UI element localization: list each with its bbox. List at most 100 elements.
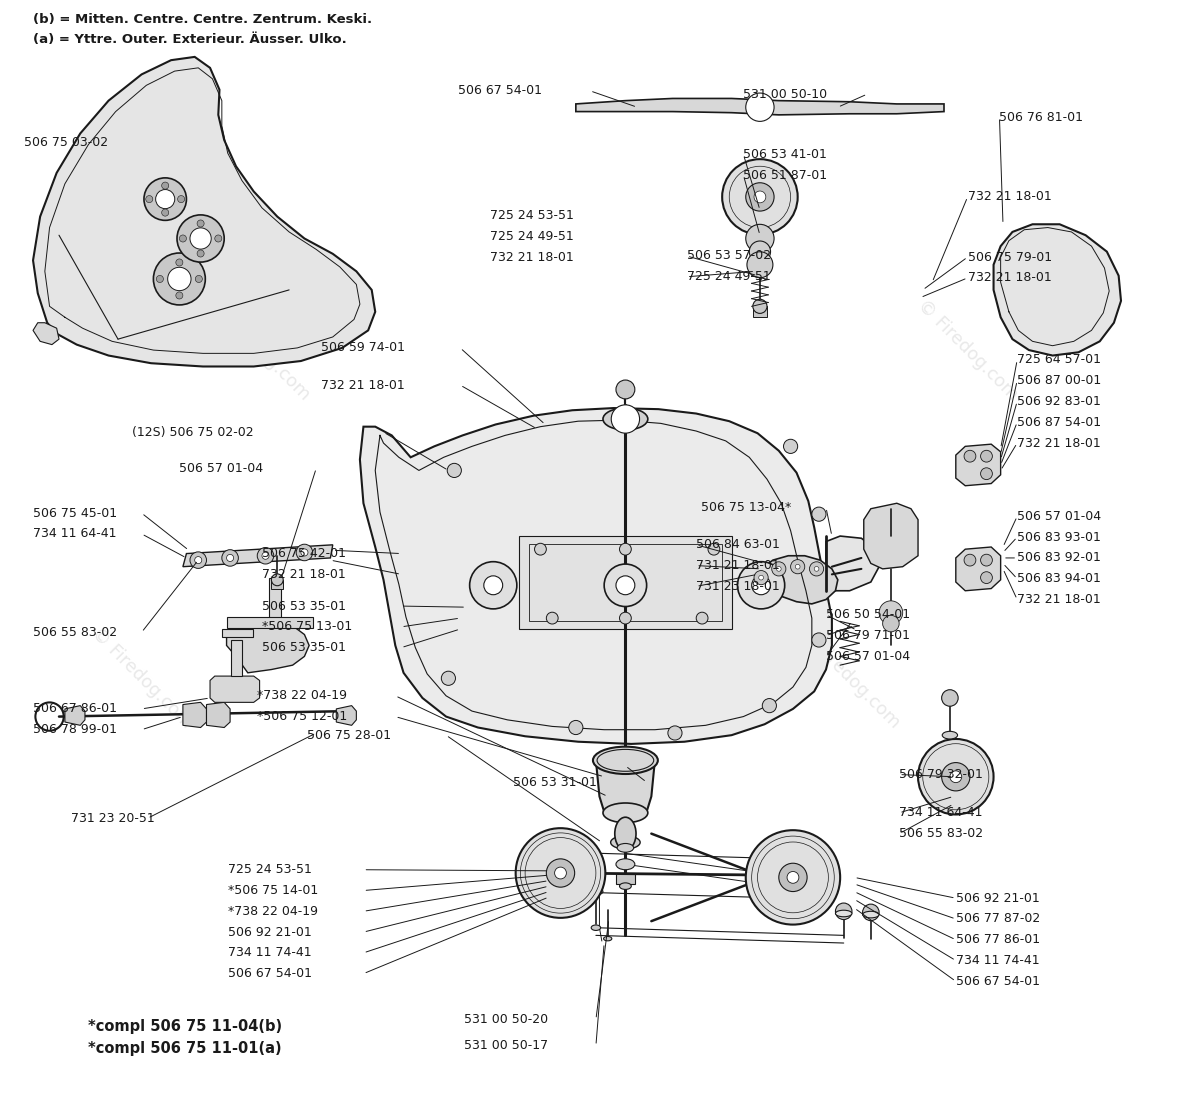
Text: *738 22 04-19: *738 22 04-19 bbox=[257, 689, 347, 702]
Text: 732 21 18-01: 732 21 18-01 bbox=[968, 190, 1051, 203]
Text: 506 83 94-01: 506 83 94-01 bbox=[1017, 572, 1101, 585]
Ellipse shape bbox=[620, 883, 631, 889]
Circle shape bbox=[190, 228, 211, 249]
Circle shape bbox=[753, 300, 767, 313]
Polygon shape bbox=[33, 323, 59, 345]
Ellipse shape bbox=[589, 888, 603, 895]
Polygon shape bbox=[222, 629, 253, 637]
Text: 506 67 86-01: 506 67 86-01 bbox=[33, 702, 117, 715]
Circle shape bbox=[746, 224, 774, 253]
Circle shape bbox=[746, 183, 774, 211]
Circle shape bbox=[942, 763, 970, 791]
Circle shape bbox=[535, 544, 546, 555]
Ellipse shape bbox=[604, 936, 612, 941]
Text: 506 92 83-01: 506 92 83-01 bbox=[1017, 395, 1101, 408]
Text: *506 75 12-01: *506 75 12-01 bbox=[257, 710, 347, 723]
Circle shape bbox=[177, 214, 224, 263]
Text: 506 53 57-02: 506 53 57-02 bbox=[687, 249, 771, 263]
Circle shape bbox=[271, 574, 283, 585]
Circle shape bbox=[604, 565, 647, 606]
Polygon shape bbox=[956, 444, 1001, 486]
Text: 732 21 18-01: 732 21 18-01 bbox=[968, 271, 1051, 284]
Text: 506 87 54-01: 506 87 54-01 bbox=[1017, 416, 1101, 429]
Text: 506 77 86-01: 506 77 86-01 bbox=[956, 933, 1040, 946]
Circle shape bbox=[555, 868, 566, 878]
Text: 734 11 64-41: 734 11 64-41 bbox=[899, 806, 983, 819]
Circle shape bbox=[776, 567, 781, 571]
Circle shape bbox=[784, 440, 798, 453]
Polygon shape bbox=[227, 621, 309, 673]
Text: 506 92 21-01: 506 92 21-01 bbox=[228, 926, 312, 939]
Circle shape bbox=[195, 276, 203, 282]
Circle shape bbox=[722, 159, 798, 235]
Text: (12S) 506 75 02-02: (12S) 506 75 02-02 bbox=[132, 426, 254, 439]
Circle shape bbox=[257, 547, 274, 565]
Circle shape bbox=[227, 555, 234, 561]
Circle shape bbox=[964, 555, 976, 566]
Circle shape bbox=[752, 575, 771, 595]
Circle shape bbox=[747, 252, 773, 278]
Polygon shape bbox=[33, 57, 375, 366]
Circle shape bbox=[301, 549, 308, 556]
Circle shape bbox=[178, 196, 184, 202]
Circle shape bbox=[883, 615, 899, 632]
Circle shape bbox=[791, 560, 805, 573]
Text: 732 21 18-01: 732 21 18-01 bbox=[1017, 593, 1101, 606]
Ellipse shape bbox=[835, 910, 852, 917]
Circle shape bbox=[222, 549, 238, 567]
Circle shape bbox=[156, 189, 175, 209]
Text: © Firedog.com: © Firedog.com bbox=[441, 439, 550, 546]
Circle shape bbox=[981, 451, 992, 462]
Polygon shape bbox=[269, 578, 281, 621]
Polygon shape bbox=[65, 706, 85, 725]
Text: *compl 506 75 11-01(a): *compl 506 75 11-01(a) bbox=[88, 1040, 282, 1056]
Text: 506 79 32-01: 506 79 32-01 bbox=[899, 768, 983, 781]
Text: 731 21 18-01: 731 21 18-01 bbox=[696, 559, 780, 572]
Circle shape bbox=[754, 571, 768, 584]
Text: *738 22 04-19: *738 22 04-19 bbox=[228, 905, 317, 918]
Circle shape bbox=[616, 575, 635, 595]
Circle shape bbox=[809, 562, 824, 575]
Text: 506 83 92-01: 506 83 92-01 bbox=[1017, 551, 1101, 565]
Circle shape bbox=[814, 567, 819, 571]
Ellipse shape bbox=[616, 859, 635, 870]
Polygon shape bbox=[994, 224, 1121, 356]
Circle shape bbox=[964, 451, 976, 462]
Text: 506 53 41-01: 506 53 41-01 bbox=[743, 148, 827, 161]
Ellipse shape bbox=[863, 911, 879, 918]
Polygon shape bbox=[271, 580, 283, 589]
Polygon shape bbox=[519, 536, 732, 629]
Text: 725 24 53-51: 725 24 53-51 bbox=[228, 863, 312, 876]
Text: 731 23 20-51: 731 23 20-51 bbox=[71, 812, 155, 825]
Polygon shape bbox=[227, 617, 313, 628]
Text: 725 64 57-01: 725 64 57-01 bbox=[1017, 353, 1101, 366]
Circle shape bbox=[696, 613, 708, 624]
Text: 506 55 83-02: 506 55 83-02 bbox=[899, 827, 983, 840]
Circle shape bbox=[754, 191, 766, 202]
Ellipse shape bbox=[611, 836, 640, 849]
Text: 506 78 99-01: 506 78 99-01 bbox=[33, 723, 117, 736]
Text: 506 84 63-01: 506 84 63-01 bbox=[696, 538, 780, 551]
Circle shape bbox=[611, 405, 640, 433]
Circle shape bbox=[795, 565, 800, 569]
Text: 734 11 74-41: 734 11 74-41 bbox=[956, 954, 1040, 967]
Text: 725 24 49-51: 725 24 49-51 bbox=[687, 270, 771, 283]
Polygon shape bbox=[360, 408, 832, 744]
Circle shape bbox=[762, 699, 776, 712]
Circle shape bbox=[942, 689, 958, 707]
Text: © Firedog.com: © Firedog.com bbox=[205, 296, 314, 404]
Circle shape bbox=[884, 608, 898, 621]
Text: 506 55 83-02: 506 55 83-02 bbox=[33, 626, 117, 639]
Circle shape bbox=[787, 872, 799, 883]
Circle shape bbox=[749, 241, 771, 263]
Text: 506 92 21-01: 506 92 21-01 bbox=[956, 892, 1040, 905]
Circle shape bbox=[746, 93, 774, 121]
Circle shape bbox=[162, 182, 169, 189]
Text: 506 51 87-01: 506 51 87-01 bbox=[743, 168, 827, 182]
Circle shape bbox=[812, 508, 826, 521]
Circle shape bbox=[918, 738, 994, 815]
Circle shape bbox=[738, 561, 785, 609]
Text: 506 57 01-04: 506 57 01-04 bbox=[826, 650, 910, 663]
Text: 732 21 18-01: 732 21 18-01 bbox=[490, 251, 573, 264]
Circle shape bbox=[197, 249, 204, 257]
